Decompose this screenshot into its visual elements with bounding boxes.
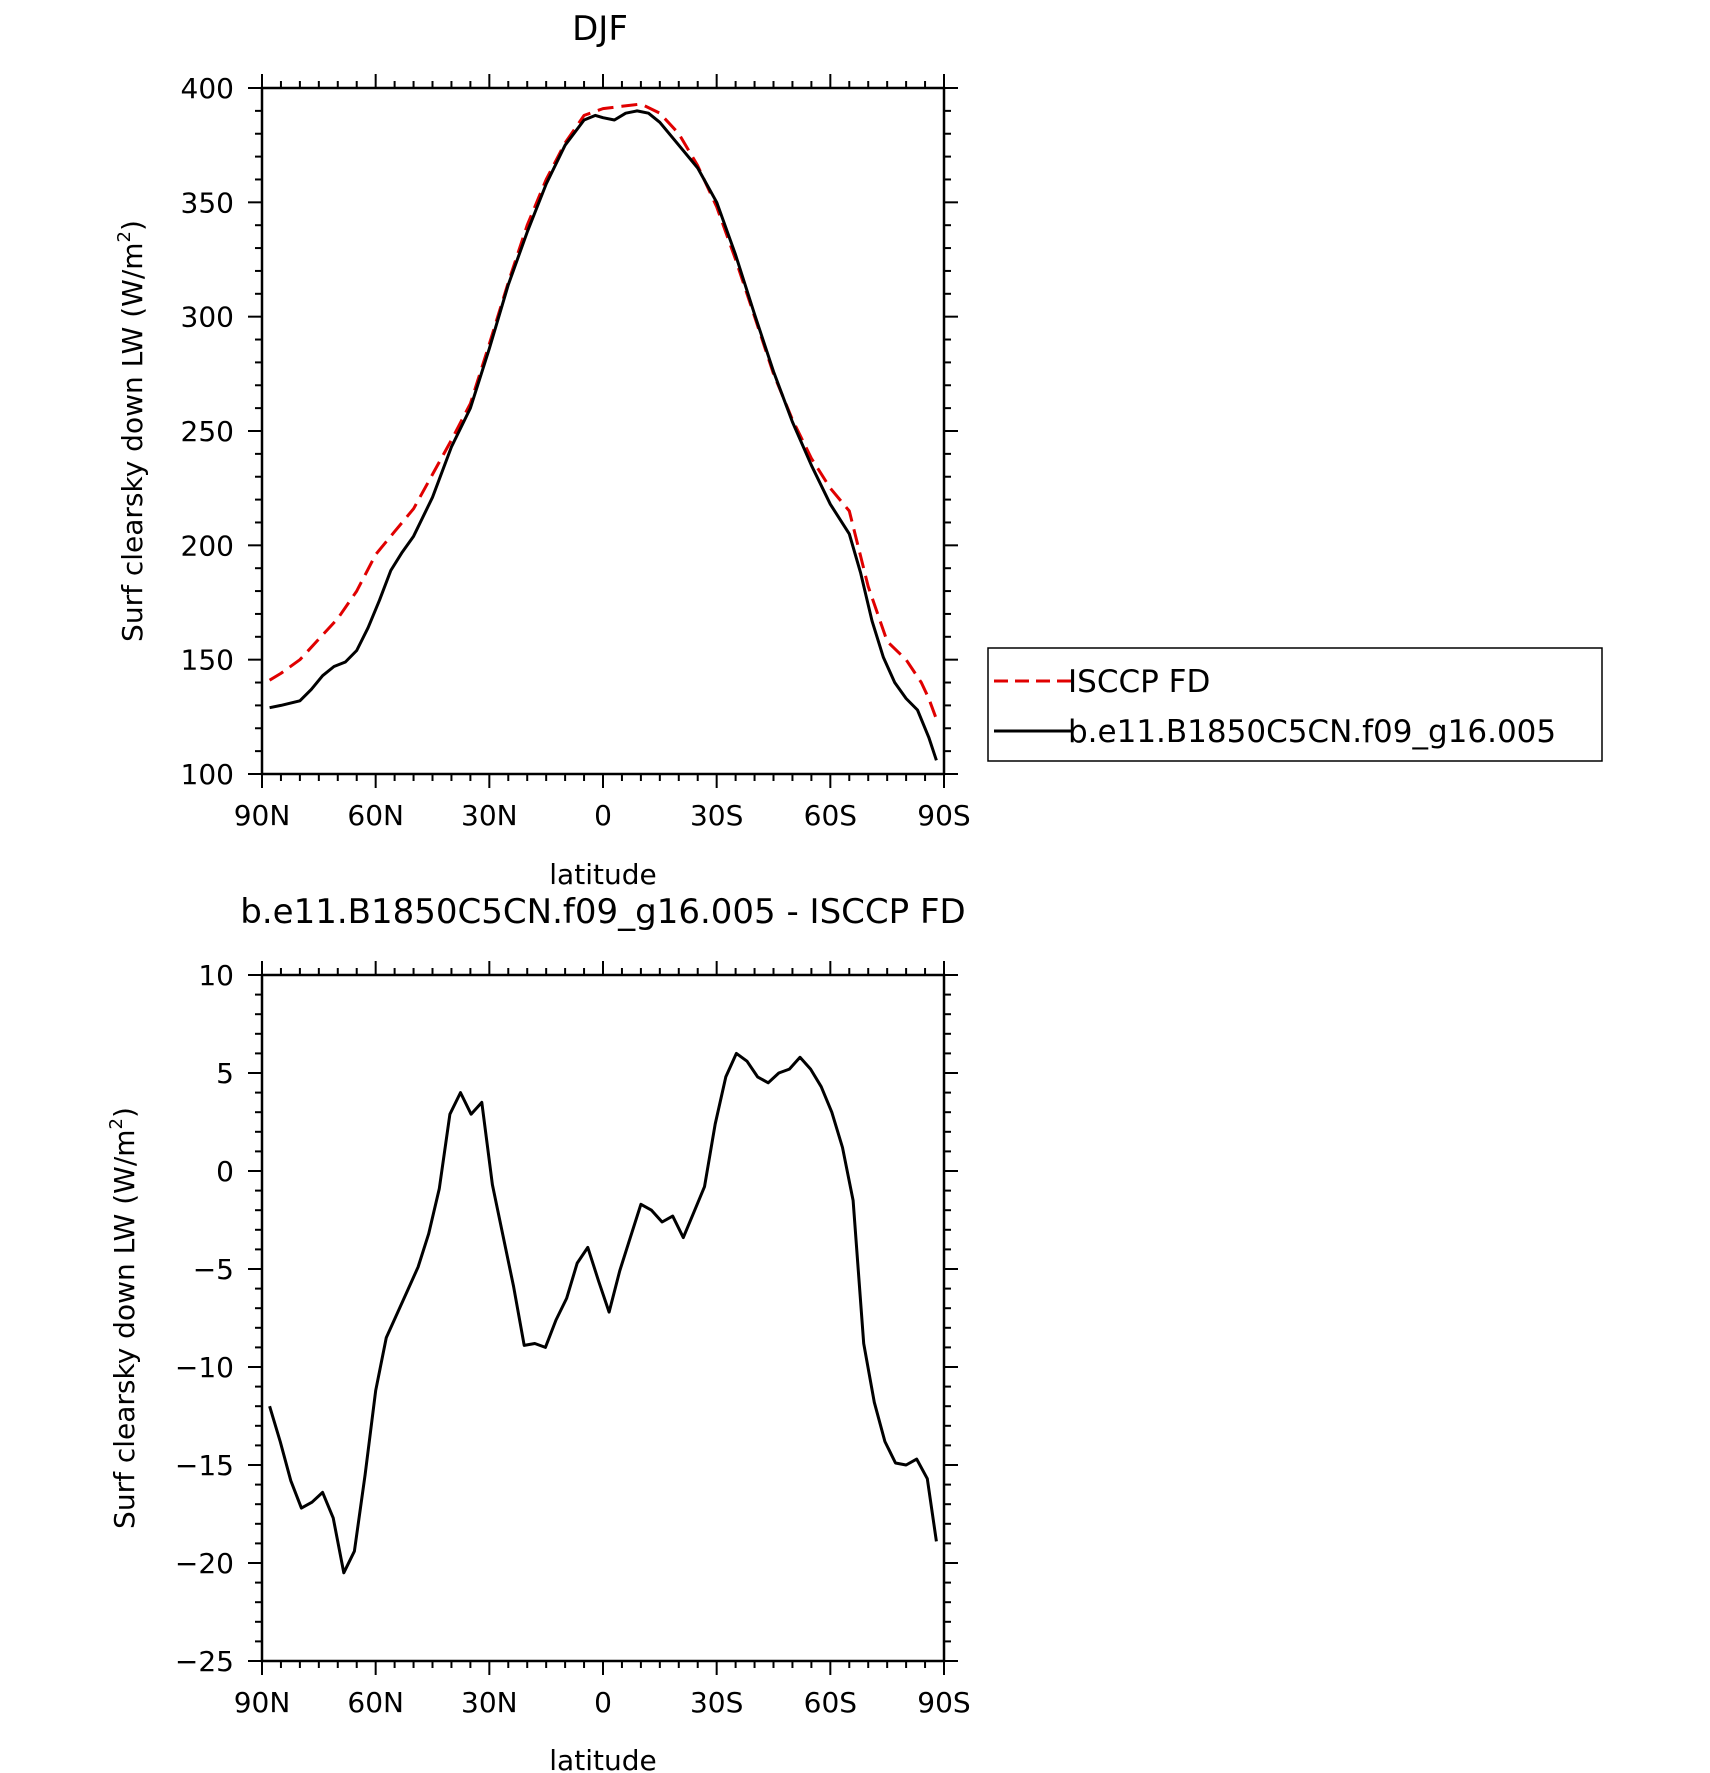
bottom-x-tick-label: 0 [594,1686,612,1719]
top-axis-ticks: 90N 60N 30N 0 30S 60S 90S 100 150 200 250 300 350 400 [181,72,971,832]
bottom-y-tick-label: 0 [216,1155,234,1188]
top-x-tick-label: 60N [347,799,404,832]
bottom-y-tick-label: −15 [175,1449,234,1482]
top-y-tick-label: 150 [181,644,234,677]
legend-label-isccp: ISCCP FD [1068,664,1210,700]
top-y-tick-label: 100 [181,758,234,791]
legend-label-model: b.e11.B1850C5CN.f09_g16.005 [1068,714,1556,750]
bottom-y-axis-label: Surf clearsky down LW (W/m2) [106,1107,141,1529]
bottom-y-tick-label: −10 [175,1351,234,1384]
bottom-x-tick-label: 60N [347,1686,404,1719]
bottom-x-tick-label: 90S [917,1686,970,1719]
bottom-y-tick-label: 5 [216,1057,234,1090]
bottom-x-tick-label: 30S [690,1686,743,1719]
top-x-tick-label: 0 [594,799,612,832]
top-x-tick-label: 90S [917,799,970,832]
bottom-panel-title: b.e11.B1850C5CN.f09_g16.005 - ISCCP FD [240,892,965,932]
bottom-y-tick-label: −20 [175,1547,234,1580]
bottom-x-tick-label: 90N [234,1686,291,1719]
bottom-y-tick-label: 10 [198,959,234,992]
top-series-line-0 [268,102,938,720]
top-x-axis-label: latitude [549,858,656,891]
top-panel: DJF 90N 60N 30N 0 30S 60S 90S 100 150 200 250 300 35… [114,9,1603,891]
bottom-y-tick-label: −25 [175,1645,234,1678]
top-plot-frame [260,86,946,776]
top-series-lines [268,102,938,761]
top-x-tick-label: 90N [234,799,291,832]
top-y-tick-label: 350 [181,186,234,219]
legend: ISCCP FD b.e11.B1850C5CN.f09_g16.005 [987,647,1603,762]
bottom-x-axis-label: latitude [549,1744,656,1773]
bottom-x-tick-label: 60S [804,1686,857,1719]
bottom-panel: b.e11.B1850C5CN.f09_g16.005 - ISCCP FD 9… [106,892,971,1773]
top-y-axis-label: Surf clearsky down LW (W/m2) [114,220,149,642]
legend-box [987,647,1603,762]
bottom-x-tick-label: 30N [461,1686,518,1719]
bottom-y-tick-label: −5 [193,1253,234,1286]
top-y-tick-label: 250 [181,415,234,448]
top-y-tick-label: 400 [181,72,234,105]
top-x-tick-label: 30N [461,799,518,832]
top-panel-title: DJF [572,9,628,49]
top-series-line-1 [269,109,938,761]
bottom-series-lines [268,1051,938,1575]
bottom-plot-frame [260,973,946,1663]
top-y-tick-label: 300 [181,301,234,334]
bottom-axis-ticks: 90N 60N 30N 0 30S 60S 90S −25 −20 −15 −10 −5 0 5 10 [175,959,971,1719]
bottom-series-line-0 [268,1051,938,1575]
top-x-tick-label: 60S [804,799,857,832]
top-y-tick-label: 200 [181,529,234,562]
top-x-tick-label: 30S [690,799,743,832]
